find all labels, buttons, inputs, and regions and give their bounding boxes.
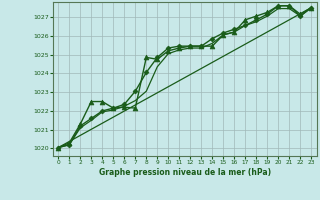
X-axis label: Graphe pression niveau de la mer (hPa): Graphe pression niveau de la mer (hPa) — [99, 168, 271, 177]
